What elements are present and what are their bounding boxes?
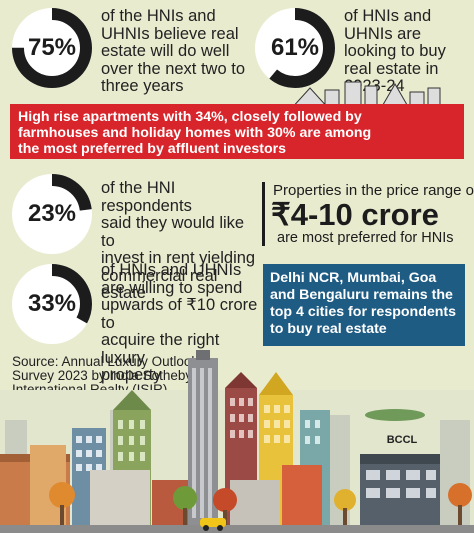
top-cities-text: Delhi NCR, Mumbai, Goa and Bengaluru rem… xyxy=(270,270,462,338)
preference-banner: High rise apartments with 34%, closely f… xyxy=(10,104,464,159)
donut-61: 61% xyxy=(255,8,335,88)
source-line: Survey 2023 by India Sotheby's xyxy=(12,368,202,383)
cities-line: top 4 cities for respondents xyxy=(270,304,457,320)
cities-line: to buy real estate xyxy=(270,321,387,337)
stat-text-2: of HNIs and UHNIs are looking to buy rea… xyxy=(344,7,469,96)
stat-line: are willing to spend xyxy=(101,278,243,297)
banner-text: High rise apartments with 34%, closely f… xyxy=(18,109,458,157)
stat-line: UHNIs are xyxy=(344,24,422,43)
donut-33-ring xyxy=(12,264,92,344)
stat-percent: 75% xyxy=(27,34,77,61)
stat-text-3: of the HNI respondents said they would l… xyxy=(101,179,261,303)
stat-line: real estate in xyxy=(344,59,439,78)
stat-text-1: of the HNIs and UHNIs believe real estat… xyxy=(101,7,251,96)
banner-line: farmhouses and holiday homes with 30% ar… xyxy=(18,125,372,141)
stat-line: property xyxy=(101,366,162,384)
price-range-callout: Properties in the price range of ₹4-10 c… xyxy=(262,182,474,246)
price-range-amount: ₹4-10 crore xyxy=(271,197,439,232)
stat-text-4: of HNIs and UHNIs are willing to spend u… xyxy=(101,261,261,385)
price-range-top: Properties in the price range of xyxy=(273,182,474,199)
stat-line: of the HNI respondents xyxy=(101,179,192,215)
stat-percent: 61% xyxy=(270,34,320,61)
stat-line: UHNIs believe real xyxy=(101,24,239,43)
stat-line: acquire the right luxury xyxy=(101,331,220,367)
stat-line: of the HNIs and xyxy=(101,7,216,25)
stat-line: of HNIs and UHNIs xyxy=(101,261,242,279)
stat-percent: 23% xyxy=(27,200,77,227)
stat-line: invest in rent yielding xyxy=(101,249,256,267)
stat-line: upwards of ₹10 crore to xyxy=(101,296,258,332)
city-skyline-illustration: BCCL xyxy=(0,350,474,533)
stat-line: commercial real estate xyxy=(101,266,218,302)
top-cities-callout: Delhi NCR, Mumbai, Goa and Bengaluru rem… xyxy=(263,264,465,346)
donut-75-ring xyxy=(12,8,92,88)
banner-line: High rise apartments with 34%, closely f… xyxy=(18,109,362,125)
stat-line: looking to buy xyxy=(344,42,446,60)
stat-line: estate will do well xyxy=(101,42,230,60)
stat-line: three years xyxy=(101,77,184,95)
stat-percent: 33% xyxy=(27,290,77,317)
cities-line: Delhi NCR, Mumbai, Goa xyxy=(270,270,437,286)
stat-line: said they would like to xyxy=(101,214,245,250)
donut-33: 33% xyxy=(12,264,92,344)
banner-line: the most preferred by affluent investors xyxy=(18,141,287,157)
donut-23: 23% xyxy=(12,174,92,254)
bccl-credit: BCCL xyxy=(387,434,418,446)
donut-23-ring xyxy=(12,174,92,254)
price-range-bottom: are most preferred for HNIs xyxy=(277,230,454,246)
donut-61-ring xyxy=(255,8,335,88)
source-line: Source: Annual Luxury Outlook xyxy=(12,354,199,369)
stat-line: over the next two to xyxy=(101,59,245,78)
stat-line: of HNIs and xyxy=(344,7,432,25)
donut-75: 75% xyxy=(12,8,92,88)
cities-line: and Bengaluru remains the xyxy=(270,287,453,303)
